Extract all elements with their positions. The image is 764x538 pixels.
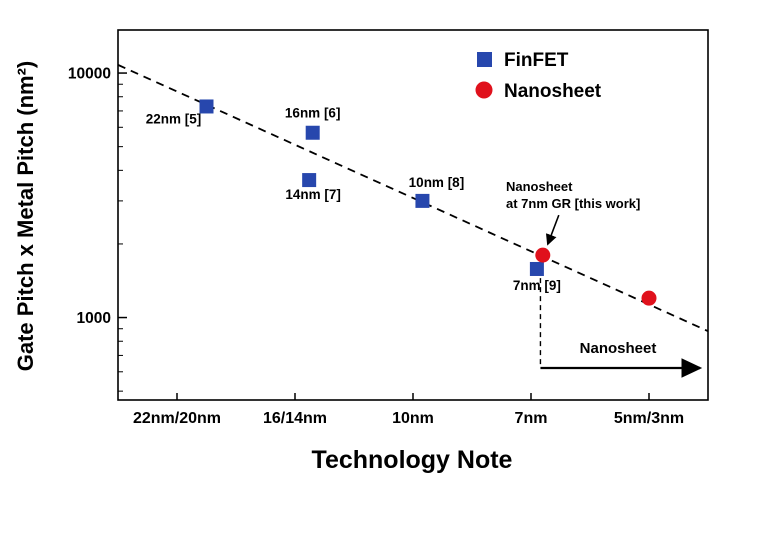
data-point-finfet: [199, 99, 214, 114]
point-label: 22nm [5]: [146, 111, 202, 126]
data-point-finfet: [415, 193, 430, 208]
data-point-nanosheet: [641, 290, 657, 306]
callout-arrow: [545, 214, 560, 246]
y-tick-label: 10000: [68, 66, 111, 83]
legend-nanosheet-marker-icon: [475, 81, 493, 99]
data-point-finfet: [529, 261, 544, 276]
legend: FinFET Nanosheet: [475, 50, 602, 102]
trend-line: [117, 64, 709, 332]
point-label: 7nm [9]: [513, 278, 561, 293]
x-axis-label: Technology Note: [312, 446, 513, 474]
x-tick-label: 10nm: [392, 410, 434, 427]
legend-finfet-marker-icon: [477, 52, 492, 67]
x-tick-label: 16/14nm: [263, 410, 327, 427]
callout-line-2: at 7nm GR [this work]: [506, 196, 640, 211]
callout-annotation: Nanosheet at 7nm GR [this work]: [506, 179, 640, 211]
chart-generated-layer: 1000 10000 22nm/20nm 16/14nm 10nm 7nm 5nm/3nm 2…: [68, 29, 709, 427]
point-label: 14nm [7]: [285, 187, 341, 202]
x-tick-label: 22nm/20nm: [133, 410, 221, 427]
data-point-nanosheet: [535, 247, 551, 263]
point-label: 10nm [8]: [409, 175, 465, 190]
y-tick-label: 1000: [77, 310, 111, 327]
point-label: 16nm [6]: [285, 106, 341, 121]
x-tick-label: 5nm/3nm: [614, 410, 684, 427]
legend-finfet-label: FinFET: [504, 50, 569, 71]
bottom-arrow-label: Nanosheet: [580, 340, 657, 357]
data-point-finfet: [302, 173, 317, 188]
data-point-finfet: [305, 125, 320, 140]
x-tick-label: 7nm: [515, 410, 548, 427]
legend-nanosheet-label: Nanosheet: [504, 81, 602, 102]
y-axis-label: Gate Pitch x Metal Pitch (nm²): [13, 61, 38, 372]
callout-line-1: Nanosheet: [506, 179, 573, 194]
